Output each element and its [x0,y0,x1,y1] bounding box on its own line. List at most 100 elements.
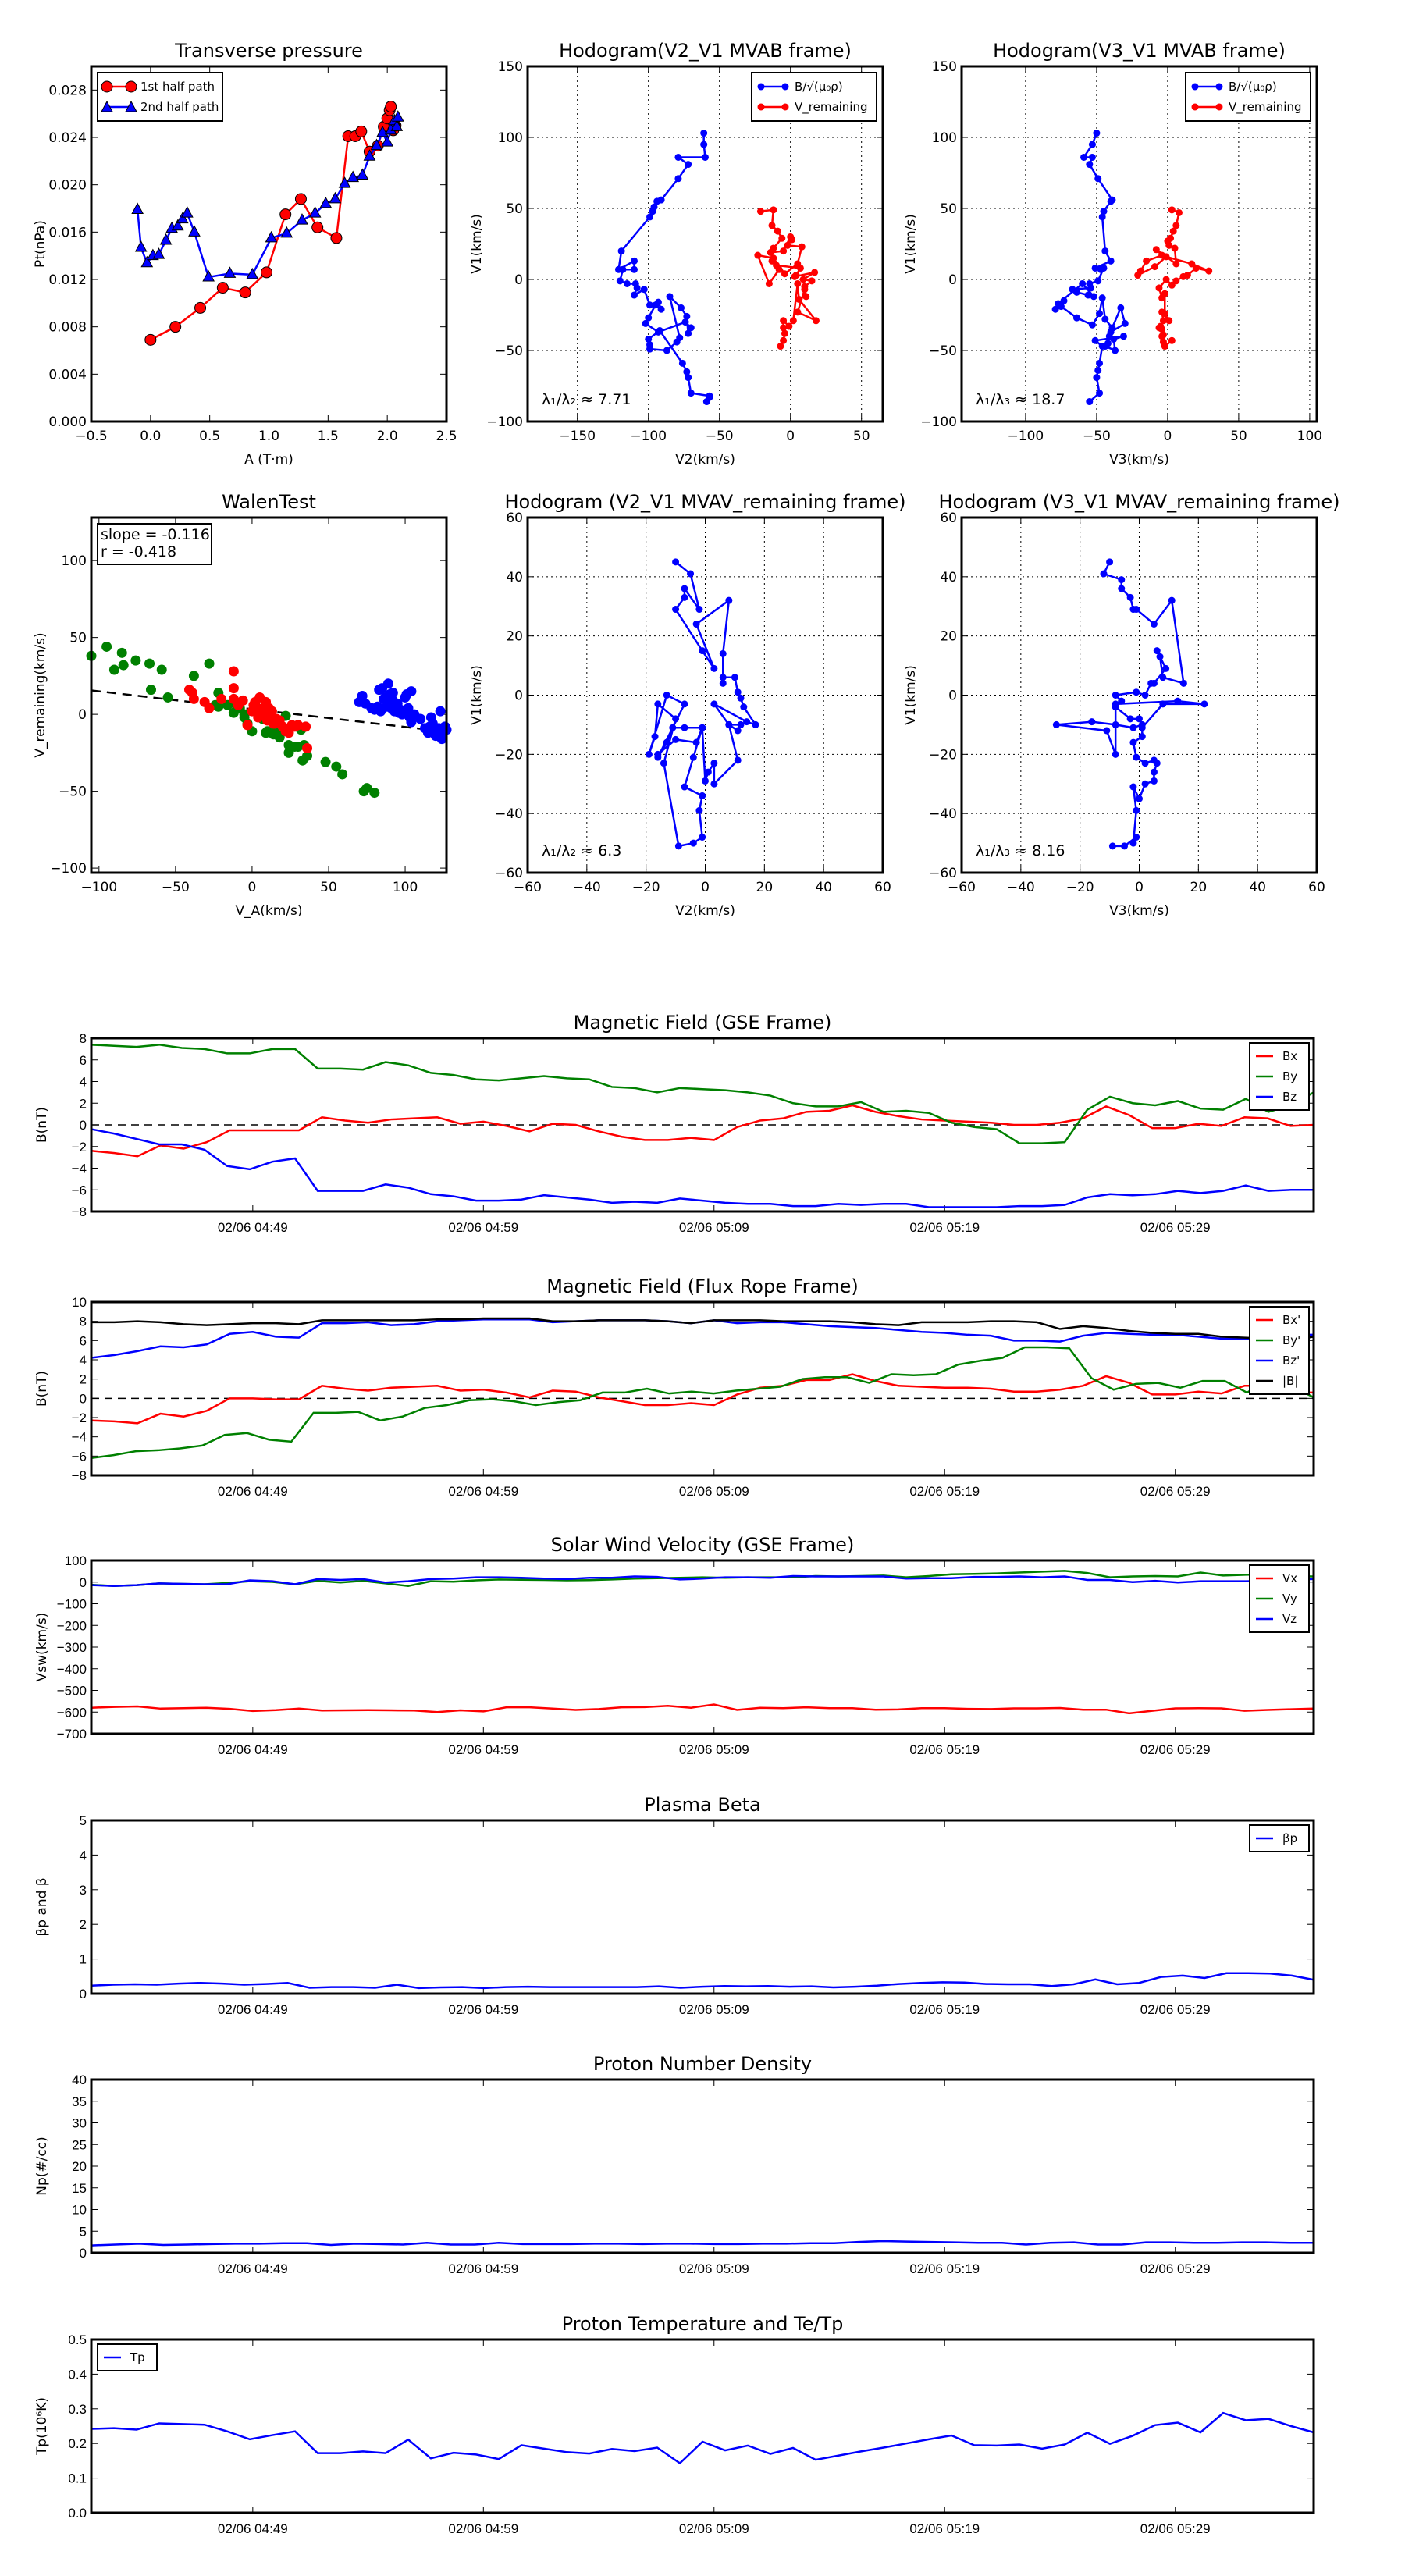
x-tick-label: 02/06 05:19 [909,2002,980,2017]
chart-bgse: Magnetic Field (GSE Frame) −8 −6 −4 −2 0 2 4 6 8 B… [34,1012,1315,1235]
y-tick-label: 100 [65,1553,87,1568]
data-point [660,760,667,767]
data-point [1112,692,1119,699]
data-point [651,733,659,741]
data-point [1088,718,1096,726]
x-tick-label: −50 [162,880,190,895]
data-point [796,264,804,272]
legend: 1st half path 2nd half path [97,72,223,122]
data-point [663,347,670,354]
chart-h2: Hodogram(V3_V1 MVAB frame) −100 −50 0 50 100 −… [903,40,1322,468]
y-tick-label: −8 [72,1468,87,1483]
legend-label: Tp [130,2350,145,2364]
data-point [1152,246,1160,254]
data-point [237,695,248,706]
y-tick-label: 60 [506,511,523,526]
data-point [681,700,688,708]
data-point [631,257,638,265]
y-tick-label: 2 [80,1096,87,1111]
y-tick-label: 0 [80,1391,87,1406]
data-point [176,212,189,224]
data-point [320,756,331,767]
data-point [657,305,665,313]
y-tick-label: 50 [506,201,523,217]
y-tick-label: −100 [50,861,87,877]
legend-marker [1191,83,1199,91]
x-tick-label: −40 [1007,880,1035,895]
data-point [653,197,661,205]
data-point [1107,257,1115,265]
x-tick-label: 02/06 04:59 [448,2002,518,2017]
data-point [1159,317,1167,325]
data-point [1159,700,1167,708]
data-point [798,243,806,251]
data-point [1094,277,1102,285]
data-point [331,761,342,772]
data-point [280,226,293,238]
x-tick-label: 40 [815,880,832,895]
chart-h4: Hodogram (V3_V1 MVAV_remaining frame) −60… [903,491,1340,919]
x-tick-label: 02/06 05:29 [1140,2261,1211,2276]
y-axis-label: Np(#/cc) [34,2137,50,2195]
data-point [811,269,819,276]
y-tick-label: 100 [62,553,87,569]
legend-box [97,72,223,122]
legend: Vx Vy Vz [1249,1564,1310,1633]
data-point [791,272,799,280]
chart-title: Magnetic Field (GSE Frame) [574,1012,832,1034]
data-point [188,671,199,681]
data-point [702,153,709,161]
data-point [293,720,304,731]
legend: B/√(μ₀ρ) V_remaining [751,72,877,122]
y-tick-label: 8 [80,1315,87,1329]
y-tick-label: −50 [495,343,523,359]
data-point [794,308,802,316]
x-tick-label: 1.0 [258,429,279,444]
y-tick-label: 50 [940,201,957,217]
y-tick-label: 0.5 [68,2332,87,2347]
chart-title: Hodogram(V3_V1 MVAB frame) [993,40,1286,62]
x-tick-label: 02/06 05:29 [1140,2002,1211,2017]
data-point [1175,208,1183,216]
y-tick-label: 0 [514,272,523,288]
data-point [778,234,786,242]
data-point [646,213,654,221]
y-tick-label: 0.0 [68,2506,87,2521]
y-tick-label: 0 [78,707,87,723]
series-line-by [91,1346,1314,1460]
data-point [1088,153,1096,161]
data-point [223,266,237,278]
data-point [756,208,764,215]
data-point [1159,674,1167,681]
series-line-bx [91,1104,1314,1158]
data-point [767,248,774,256]
x-tick-label: −100 [630,429,667,444]
chart-title: WalenTest [222,491,316,513]
x-tick-label: 02/06 05:19 [909,1742,980,1757]
data-point [1096,310,1104,318]
data-point [1100,208,1108,215]
data-point [1091,264,1099,272]
data-point [1158,326,1166,333]
data-point [390,119,404,131]
data-point [702,777,709,785]
data-point [768,257,776,265]
data-point [1118,576,1126,584]
legend-label: βp [1282,1831,1297,1845]
data-point [689,753,697,761]
data-point [1091,336,1099,344]
data-point [674,842,682,850]
data-point [785,322,793,330]
plot-frame [90,1037,1315,1213]
y-tick-label: −100 [486,415,523,430]
y-axis-label: B(nT) [34,1107,50,1143]
data-point [774,227,781,235]
y-tick-label: 0.004 [48,367,87,382]
legend-label: 2nd half path [140,100,219,114]
y-axis-label: V_remaining(km/s) [33,632,48,757]
y-tick-label: 0.020 [48,178,87,194]
y-tick-label: 2 [80,1917,87,1932]
data-point [681,585,688,592]
series-line [756,208,817,347]
data-point [337,769,348,780]
